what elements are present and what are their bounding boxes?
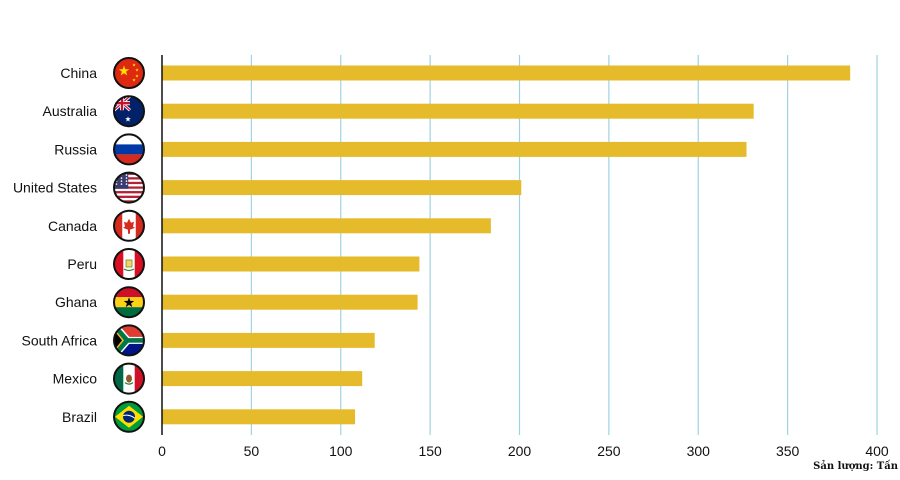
x-tick-label: 300 (687, 443, 711, 459)
south-africa-flag-icon (113, 324, 145, 357)
x-tick-labels: 0 50 100 150 200 250 300 350 400 (158, 443, 889, 459)
ghana-flag-icon (113, 286, 145, 319)
bars (162, 65, 851, 425)
category-label: China (60, 65, 97, 81)
x-tick-label: 350 (776, 443, 800, 459)
mexico-flag-icon (113, 362, 145, 395)
category-label: Ghana (55, 294, 97, 310)
peru-flag-icon (113, 248, 145, 280)
x-tick-label: 200 (508, 443, 532, 459)
bar-mexico (162, 371, 363, 387)
x-tick-label: 150 (418, 443, 442, 459)
bar-brazil (162, 409, 356, 425)
bar-south-africa (162, 332, 375, 348)
china-flag-icon (113, 57, 145, 89)
category-label: United States (13, 180, 97, 196)
category-label: Brazil (62, 409, 97, 425)
united-states-flag-icon (113, 171, 145, 204)
category-label: Australia (43, 103, 98, 119)
bar-ghana (162, 294, 418, 310)
russia-flag-icon (113, 133, 145, 166)
category-labels: China Australia Russia United States Canada P… (13, 65, 97, 425)
canada-flag-icon (113, 209, 145, 242)
category-label: South Africa (22, 332, 98, 348)
bar-australia (162, 103, 754, 119)
category-label: Mexico (53, 371, 98, 387)
x-tick-label: 50 (244, 443, 260, 459)
bar-united-states (162, 180, 522, 196)
australia-flag-icon (113, 95, 145, 128)
bar-china (162, 65, 851, 81)
x-tick-label: 400 (865, 443, 889, 459)
bar-peru (162, 256, 420, 272)
unit-note: Sản lượng: Tấn (813, 461, 898, 472)
brazil-flag-icon (113, 400, 145, 433)
category-label: Russia (54, 141, 97, 157)
x-tick-label: 100 (329, 443, 353, 459)
x-tick-label: 0 (158, 443, 166, 459)
x-tick-label: 250 (597, 443, 621, 459)
flags (113, 57, 145, 433)
bar-russia (162, 141, 747, 157)
category-label: Peru (67, 256, 97, 272)
bar-canada (162, 218, 491, 234)
category-label: Canada (48, 218, 97, 234)
